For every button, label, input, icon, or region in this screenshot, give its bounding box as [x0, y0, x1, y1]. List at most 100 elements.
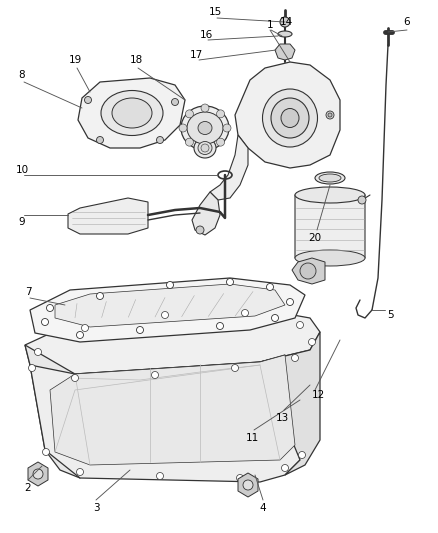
Ellipse shape: [315, 172, 345, 184]
Circle shape: [282, 464, 289, 472]
Polygon shape: [25, 345, 85, 478]
Text: 3: 3: [93, 503, 99, 513]
Circle shape: [77, 469, 84, 475]
Circle shape: [162, 311, 169, 319]
Circle shape: [35, 349, 42, 356]
Circle shape: [326, 111, 334, 119]
Ellipse shape: [198, 141, 212, 155]
Polygon shape: [292, 258, 325, 284]
Circle shape: [166, 281, 173, 288]
Circle shape: [223, 124, 231, 132]
Polygon shape: [295, 188, 365, 265]
Circle shape: [280, 17, 290, 27]
Ellipse shape: [281, 109, 299, 127]
Circle shape: [96, 136, 103, 143]
Circle shape: [156, 136, 163, 143]
Ellipse shape: [262, 89, 318, 147]
Ellipse shape: [271, 98, 309, 138]
Circle shape: [152, 372, 159, 378]
Circle shape: [172, 99, 179, 106]
Circle shape: [77, 332, 84, 338]
Text: 18: 18: [129, 55, 143, 65]
Text: 15: 15: [208, 7, 222, 17]
Circle shape: [226, 279, 233, 286]
Ellipse shape: [187, 112, 223, 144]
Text: 19: 19: [68, 55, 81, 65]
Circle shape: [201, 104, 209, 112]
Polygon shape: [78, 78, 185, 148]
Circle shape: [286, 298, 293, 305]
Circle shape: [300, 263, 316, 279]
Circle shape: [42, 319, 49, 326]
Circle shape: [71, 375, 78, 382]
Polygon shape: [192, 192, 220, 235]
Circle shape: [216, 322, 223, 329]
Circle shape: [185, 138, 194, 146]
Ellipse shape: [295, 187, 365, 203]
Circle shape: [237, 474, 244, 481]
Text: 20: 20: [308, 233, 321, 243]
Ellipse shape: [295, 250, 365, 266]
Circle shape: [358, 196, 366, 204]
Circle shape: [241, 310, 248, 317]
Polygon shape: [55, 284, 285, 327]
Circle shape: [96, 293, 103, 300]
Polygon shape: [50, 355, 295, 465]
Text: 8: 8: [19, 70, 25, 80]
Circle shape: [179, 124, 187, 132]
Ellipse shape: [194, 138, 216, 158]
Circle shape: [28, 365, 35, 372]
Text: 1: 1: [267, 20, 273, 30]
Ellipse shape: [101, 91, 163, 135]
Text: 4: 4: [260, 503, 266, 513]
Polygon shape: [30, 355, 300, 482]
Circle shape: [328, 113, 332, 117]
Text: 12: 12: [311, 390, 325, 400]
Polygon shape: [25, 310, 320, 374]
Polygon shape: [68, 198, 148, 234]
Polygon shape: [260, 332, 320, 475]
Ellipse shape: [319, 174, 341, 182]
Text: 11: 11: [245, 433, 258, 443]
Circle shape: [232, 365, 239, 372]
Polygon shape: [235, 62, 340, 168]
Ellipse shape: [278, 31, 292, 37]
Ellipse shape: [112, 98, 152, 128]
Circle shape: [196, 226, 204, 234]
Text: 13: 13: [276, 413, 289, 423]
Polygon shape: [210, 135, 248, 200]
Text: 9: 9: [19, 217, 25, 227]
Circle shape: [137, 327, 144, 334]
Text: 2: 2: [25, 483, 31, 493]
Circle shape: [266, 284, 273, 290]
Text: 16: 16: [199, 30, 212, 40]
Circle shape: [216, 138, 225, 146]
Text: 6: 6: [404, 17, 410, 27]
Circle shape: [185, 110, 194, 118]
Text: 14: 14: [279, 17, 293, 27]
Circle shape: [308, 338, 315, 345]
Circle shape: [46, 304, 53, 311]
Circle shape: [81, 325, 88, 332]
Circle shape: [216, 110, 225, 118]
Circle shape: [272, 314, 279, 321]
Polygon shape: [275, 44, 295, 60]
Circle shape: [156, 472, 163, 480]
Circle shape: [201, 144, 209, 152]
Text: 5: 5: [387, 310, 393, 320]
Ellipse shape: [198, 122, 212, 134]
Ellipse shape: [181, 106, 229, 150]
Circle shape: [85, 96, 92, 103]
Circle shape: [33, 469, 43, 479]
Polygon shape: [238, 473, 258, 497]
Circle shape: [42, 448, 49, 456]
Circle shape: [243, 480, 253, 490]
Circle shape: [297, 321, 304, 328]
Text: 17: 17: [189, 50, 203, 60]
Circle shape: [299, 451, 305, 458]
Polygon shape: [30, 278, 305, 342]
Circle shape: [292, 354, 299, 361]
Polygon shape: [28, 462, 48, 486]
Text: 7: 7: [25, 287, 31, 297]
Text: 10: 10: [15, 165, 28, 175]
